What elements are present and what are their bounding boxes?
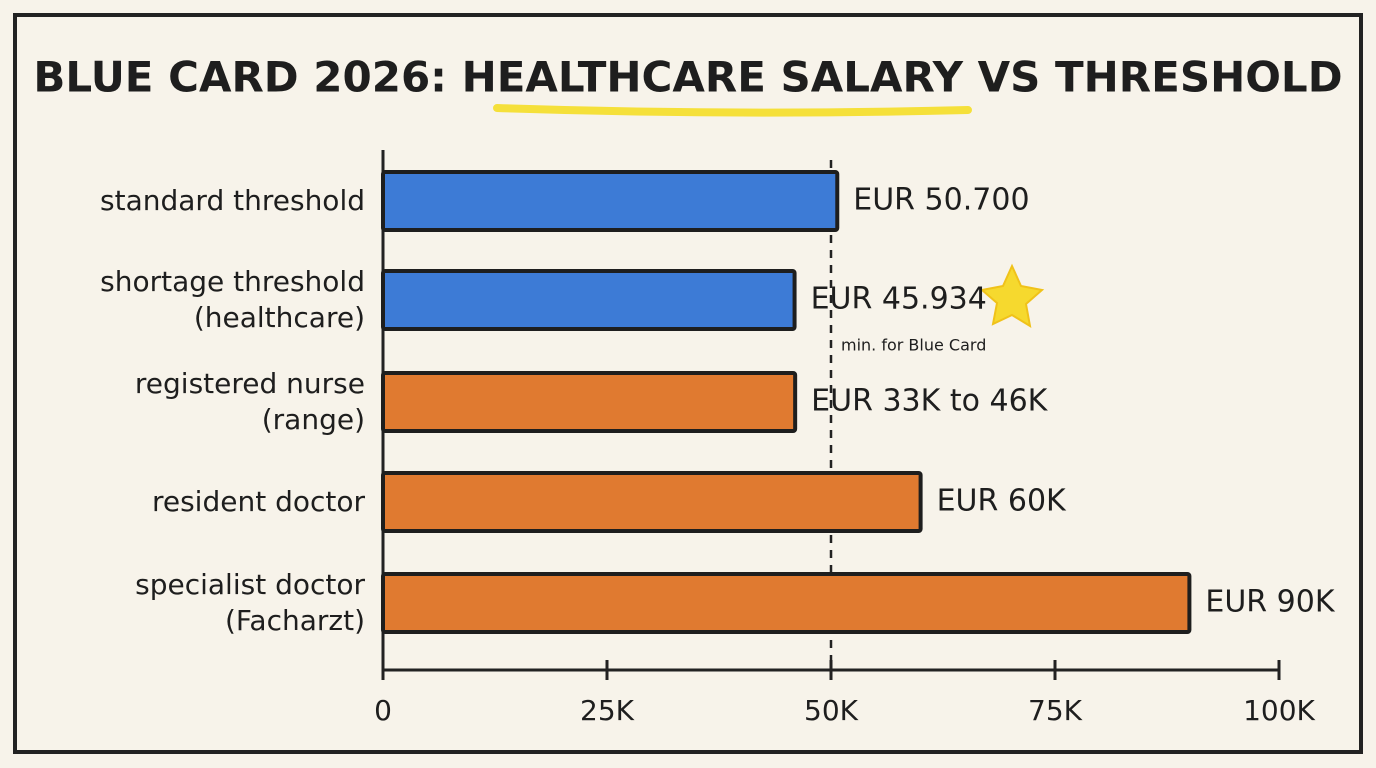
category-label: registered nurse (range): [134, 367, 365, 436]
star-icon: [979, 263, 1045, 329]
x-tick-label: 0: [374, 694, 392, 727]
value-label: EUR 90K: [1205, 585, 1335, 620]
bar: [381, 170, 840, 232]
x-tick-label: 50K: [804, 694, 859, 727]
category-label: standard threshold: [100, 184, 365, 217]
annotation: min. for Blue Card: [841, 336, 986, 355]
value-label: EUR 45.934: [811, 282, 987, 317]
value-label: EUR 50.700: [853, 183, 1029, 218]
category-label: specialist doctor (Facharzt): [135, 568, 365, 637]
category-label: shortage threshold (healthcare): [100, 265, 365, 334]
chart-title: BLUE CARD 2026: HEALTHCARE SALARY VS THR…: [33, 53, 1342, 102]
bar: [381, 572, 1192, 634]
bar: [381, 371, 798, 433]
title-highlight: [493, 104, 972, 117]
x-tick-label: 75K: [1028, 694, 1083, 727]
x-tick-label: 100K: [1243, 694, 1315, 727]
value-label: EUR 60K: [937, 484, 1067, 519]
value-label: EUR 33K to 46K: [811, 384, 1049, 419]
category-label: resident doctor: [151, 485, 365, 518]
bar: [381, 269, 797, 331]
frame: [13, 13, 1363, 754]
bar: [381, 471, 923, 533]
x-tick-label: 25K: [580, 694, 635, 727]
